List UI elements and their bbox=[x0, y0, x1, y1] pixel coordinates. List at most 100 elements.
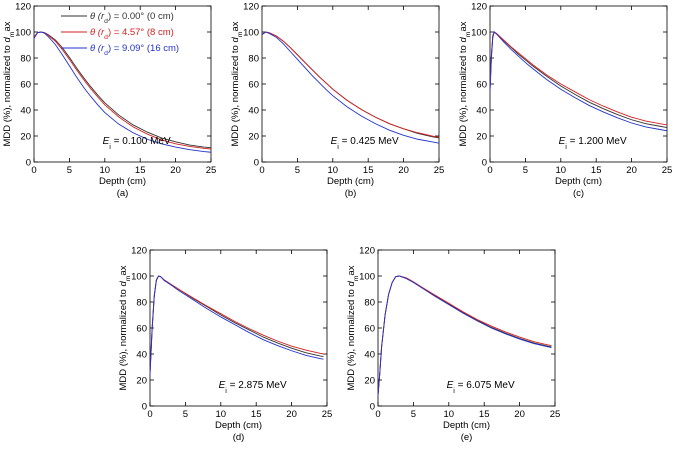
panel-label: (b) bbox=[345, 188, 357, 199]
y-tick-label: 20 bbox=[476, 132, 487, 143]
y-tick-label: 20 bbox=[136, 376, 147, 387]
legend-label: θ (rd) = 9.09° (16 cm) bbox=[90, 43, 179, 57]
y-axis-label: MDD (%), normalized to dmax bbox=[2, 21, 16, 146]
panel-label: (a) bbox=[117, 188, 129, 199]
y-tick-label: 100 bbox=[15, 28, 31, 39]
y-tick-label: 40 bbox=[364, 350, 375, 361]
y-tick-label: 120 bbox=[243, 2, 259, 13]
x-tick-label: 25 bbox=[662, 165, 673, 176]
x-axis-label: Depth (cm) bbox=[327, 176, 374, 187]
x-tick-label: 20 bbox=[286, 409, 297, 420]
x-tick-label: 25 bbox=[322, 409, 333, 420]
x-tick-label: 5 bbox=[67, 165, 72, 176]
y-tick-label: 20 bbox=[364, 376, 375, 387]
y-axis-label: MDD (%), normalized to dmax bbox=[118, 265, 132, 390]
x-tick-label: 10 bbox=[100, 165, 111, 176]
y-tick-label: 100 bbox=[359, 272, 375, 283]
x-tick-label: 20 bbox=[626, 165, 637, 176]
y-tick-label: 60 bbox=[20, 80, 31, 91]
y-tick-label: 40 bbox=[136, 350, 147, 361]
y-tick-label: 100 bbox=[471, 28, 487, 39]
x-tick-label: 20 bbox=[398, 165, 409, 176]
y-tick-label: 20 bbox=[248, 132, 259, 143]
x-tick-label: 10 bbox=[328, 165, 339, 176]
x-tick-label: 10 bbox=[444, 409, 455, 420]
chart-panel-4: 0 5 10 15 20 25 0 20 40 60 80 100 120 Ei = 6.075 MeV D… bbox=[346, 246, 560, 444]
legend-label: θ (rd) = 0.00° (0 cm) bbox=[90, 11, 174, 25]
series-line-8cm bbox=[33, 31, 212, 150]
x-axis-label: Depth (cm) bbox=[215, 420, 262, 431]
series-line-0cm bbox=[261, 31, 440, 139]
x-tick-label: 25 bbox=[550, 409, 561, 420]
series-line-8cm bbox=[377, 275, 552, 396]
x-tick-label: 20 bbox=[170, 165, 181, 176]
y-tick-label: 60 bbox=[476, 80, 487, 91]
energy-label: Ei = 1.200 MeV bbox=[559, 136, 627, 151]
legend: θ (rd) = 0.00° (0 cm) θ (rd) = 4.57° (8 c… bbox=[61, 11, 179, 57]
x-tick-label: 5 bbox=[295, 165, 300, 176]
energy-label: Ei = 6.075 MeV bbox=[447, 380, 515, 395]
chart-panel-1: 0 5 10 15 20 25 0 20 40 60 80 100 120 Ei = 0.425 MeV D… bbox=[230, 2, 444, 200]
y-tick-label: 40 bbox=[20, 106, 31, 117]
series-line-8cm bbox=[489, 31, 668, 126]
x-axis-label: Depth (cm) bbox=[555, 176, 602, 187]
x-tick-label: 25 bbox=[434, 165, 445, 176]
x-axis-label: Depth (cm) bbox=[99, 176, 146, 187]
series-line-0cm bbox=[377, 275, 552, 396]
series-line-0cm bbox=[489, 31, 668, 128]
y-tick-label: 0 bbox=[142, 402, 147, 413]
x-tick-label: 0 bbox=[487, 165, 492, 176]
y-tick-label: 40 bbox=[476, 106, 487, 117]
x-tick-label: 0 bbox=[375, 409, 380, 420]
y-axis-label: MDD (%), normalized to dmax bbox=[458, 21, 472, 146]
x-tick-label: 0 bbox=[31, 165, 36, 176]
y-tick-label: 0 bbox=[370, 402, 375, 413]
y-tick-label: 0 bbox=[254, 158, 259, 169]
chart-panel-2: 0 5 10 15 20 25 0 20 40 60 80 100 120 Ei = 1.200 MeV D… bbox=[458, 2, 672, 200]
y-tick-label: 100 bbox=[131, 272, 147, 283]
y-tick-label: 80 bbox=[476, 54, 487, 65]
x-tick-label: 15 bbox=[135, 165, 146, 176]
series-line-16cm bbox=[377, 275, 552, 396]
panel-label: (c) bbox=[573, 188, 584, 199]
series-line-8cm bbox=[261, 31, 440, 138]
y-tick-label: 0 bbox=[482, 158, 487, 169]
energy-label: Ei = 2.875 MeV bbox=[219, 380, 287, 395]
x-tick-label: 10 bbox=[216, 409, 227, 420]
x-axis-label: Depth (cm) bbox=[443, 420, 490, 431]
energy-label: Ei = 0.100 MeV bbox=[103, 136, 171, 151]
x-tick-label: 0 bbox=[147, 409, 152, 420]
x-tick-label: 25 bbox=[206, 165, 217, 176]
legend-label: θ (rd) = 4.57° (8 cm) bbox=[90, 27, 174, 41]
x-tick-label: 15 bbox=[479, 409, 490, 420]
x-tick-label: 20 bbox=[514, 409, 525, 420]
x-tick-label: 5 bbox=[523, 165, 528, 176]
series-line-8cm bbox=[149, 275, 324, 374]
x-tick-label: 15 bbox=[251, 409, 262, 420]
y-tick-label: 120 bbox=[359, 246, 375, 257]
y-tick-label: 60 bbox=[364, 324, 375, 335]
x-tick-label: 10 bbox=[556, 165, 567, 176]
y-axis-label: MDD (%), normalized to dmax bbox=[346, 265, 360, 390]
y-tick-label: 80 bbox=[248, 54, 259, 65]
y-tick-label: 80 bbox=[20, 54, 31, 65]
series-line-16cm bbox=[489, 31, 668, 132]
y-axis-label: MDD (%), normalized to dmax bbox=[230, 21, 244, 146]
chart-panel-0: 0 5 10 15 20 25 0 20 40 60 80 100 120 Ei = 0.100 MeV D… bbox=[2, 2, 216, 200]
y-tick-label: 100 bbox=[243, 28, 259, 39]
y-tick-label: 0 bbox=[26, 158, 31, 169]
panel-label: (e) bbox=[461, 432, 473, 443]
series-line-16cm bbox=[149, 275, 324, 375]
x-tick-label: 15 bbox=[591, 165, 602, 176]
x-tick-label: 0 bbox=[259, 165, 264, 176]
panel-label: (d) bbox=[233, 432, 245, 443]
y-tick-label: 120 bbox=[471, 2, 487, 13]
y-tick-label: 80 bbox=[136, 298, 147, 309]
x-tick-label: 5 bbox=[183, 409, 188, 420]
y-tick-label: 120 bbox=[15, 2, 31, 13]
series-line-16cm bbox=[261, 31, 440, 144]
y-tick-label: 60 bbox=[248, 80, 259, 91]
y-tick-label: 80 bbox=[364, 298, 375, 309]
y-tick-label: 40 bbox=[248, 106, 259, 117]
